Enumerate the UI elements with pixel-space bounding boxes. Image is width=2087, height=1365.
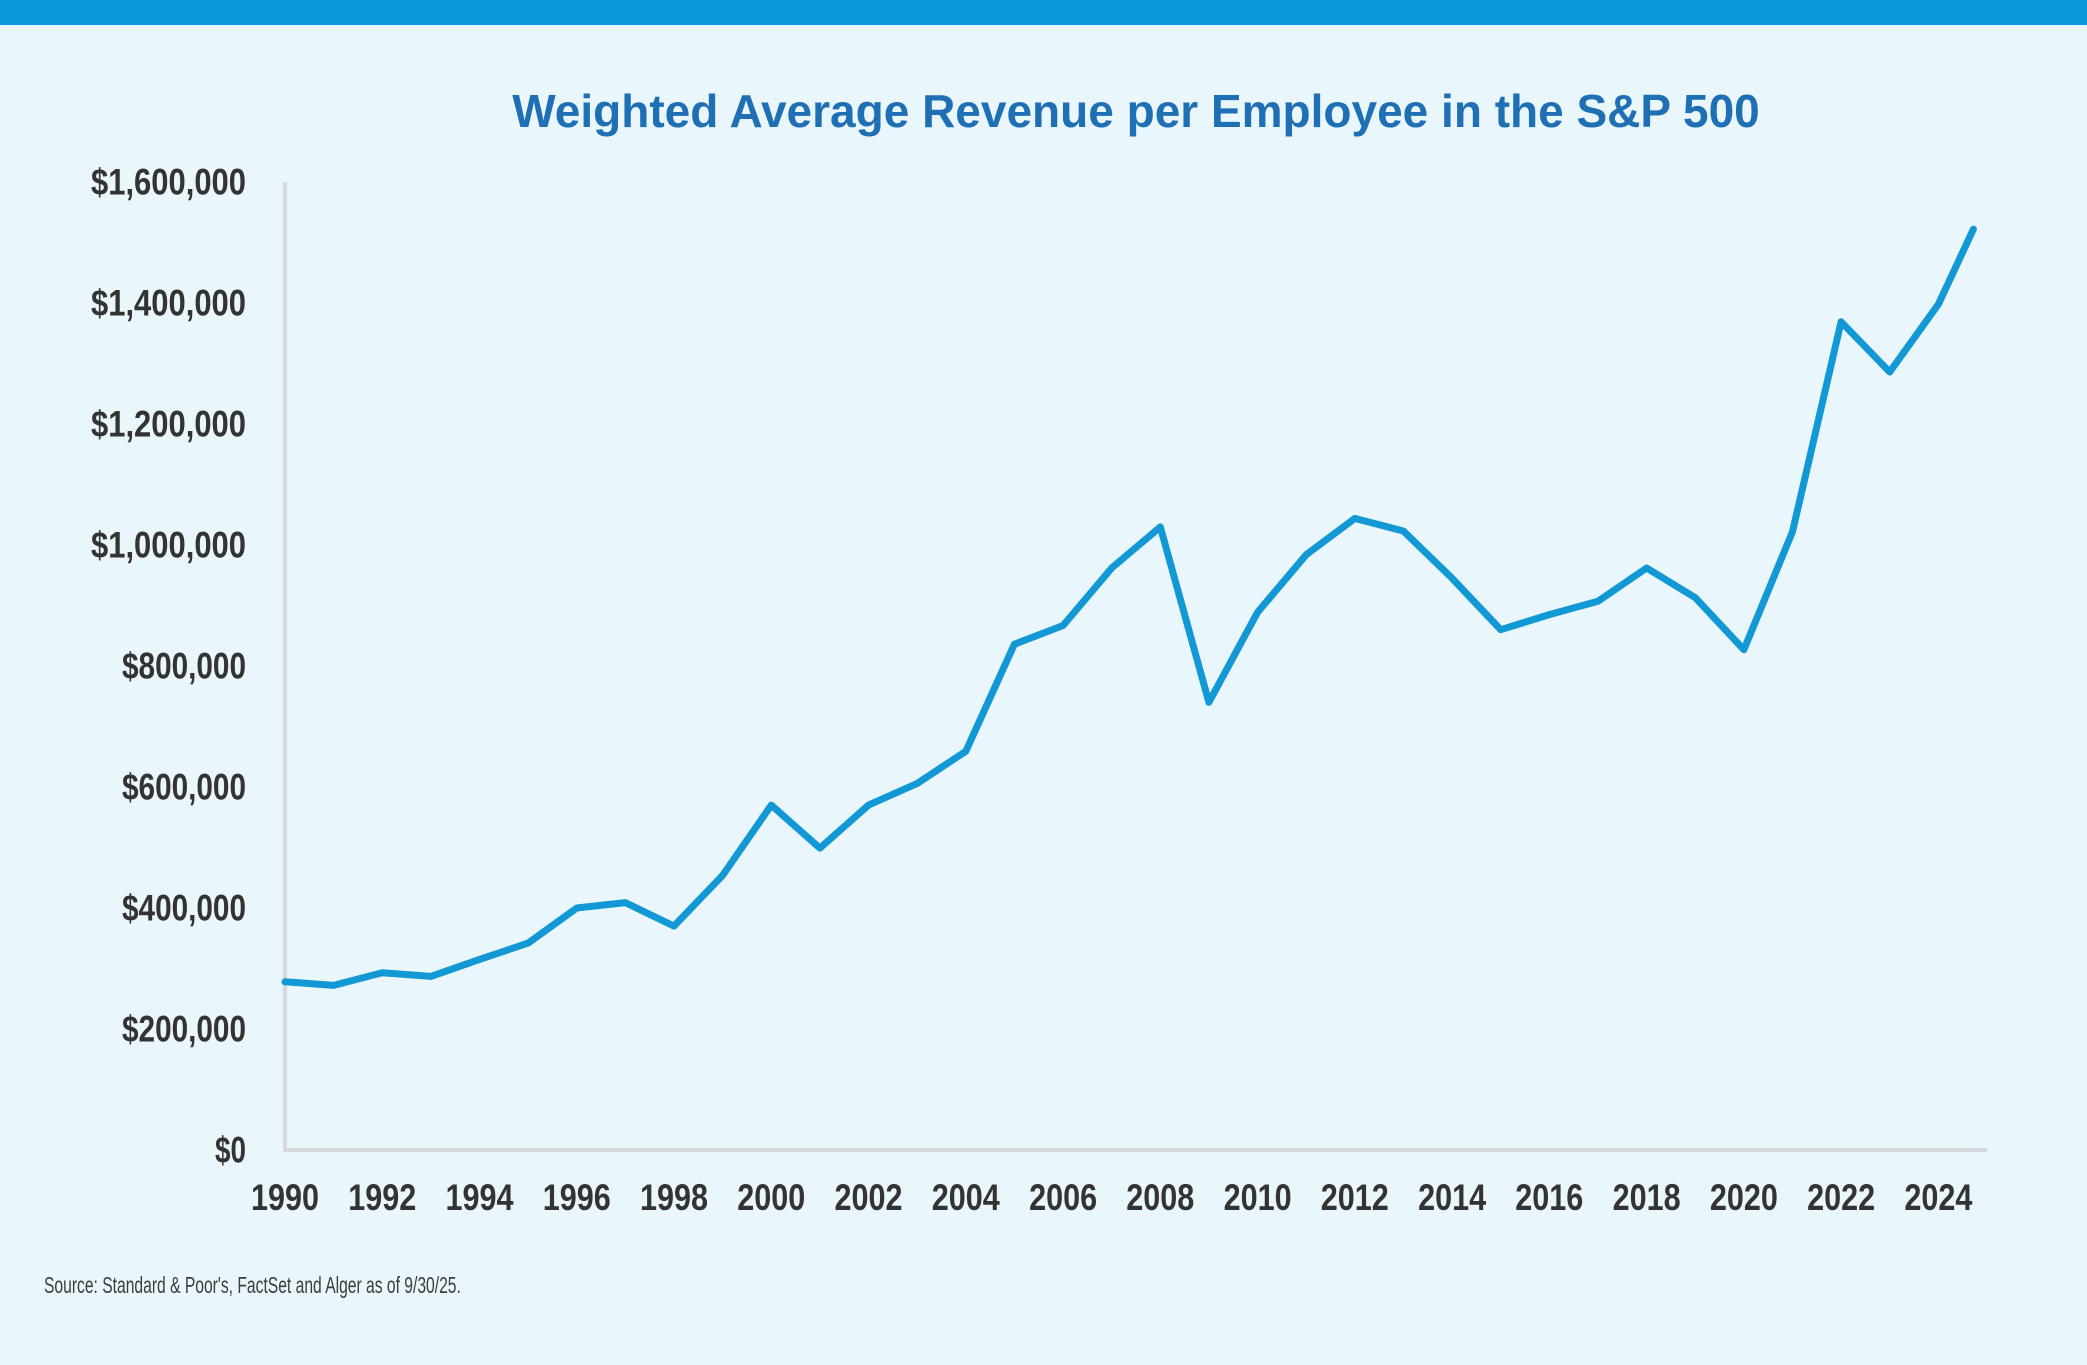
y-axis-tick-label: $400,000 bbox=[122, 888, 246, 929]
y-axis-tick-label: $800,000 bbox=[122, 646, 246, 687]
y-axis-tick-label: $600,000 bbox=[122, 767, 246, 808]
x-axis-tick-label: 2014 bbox=[1418, 1177, 1486, 1218]
chart-title: Weighted Average Revenue per Employee in… bbox=[512, 85, 1760, 137]
axis-lines bbox=[283, 182, 1987, 1152]
x-axis-tick-label: 2004 bbox=[932, 1177, 1000, 1218]
x-axis-tick-label: 1992 bbox=[348, 1177, 416, 1218]
x-axis-tick-label: 1990 bbox=[251, 1177, 319, 1218]
x-axis-tick-label: 2010 bbox=[1224, 1177, 1292, 1218]
x-axis-tick-label: 2006 bbox=[1029, 1177, 1097, 1218]
x-axis-tick-label: 1998 bbox=[640, 1177, 708, 1218]
x-axis-tick-label: 2012 bbox=[1321, 1177, 1389, 1218]
top-accent-bar bbox=[0, 0, 2087, 25]
x-axis-tick-label: 2022 bbox=[1807, 1177, 1875, 1218]
x-axis-tick-label: 2008 bbox=[1126, 1177, 1194, 1218]
y-axis-tick-label: $200,000 bbox=[122, 1009, 246, 1050]
chart-series bbox=[281, 225, 1977, 989]
y-axis-tick-label: $0 bbox=[215, 1130, 246, 1171]
y-axis-tick-label: $1,400,000 bbox=[91, 283, 246, 324]
source-note: Source: Standard & Poor's, FactSet and A… bbox=[44, 1272, 461, 1298]
chart-axes bbox=[283, 182, 1987, 1152]
x-axis-tick-label: 2016 bbox=[1515, 1177, 1583, 1218]
x-axis-tick-label: 1996 bbox=[543, 1177, 611, 1218]
x-axis-tick-label: 2024 bbox=[1904, 1177, 1972, 1218]
revenue-per-employee-line bbox=[281, 225, 1977, 989]
x-axis-tick-labels: 1990 1992 1994 1996 1998 2000 2002 2004 2006 2008… bbox=[251, 1177, 1973, 1218]
y-axis-tick-label: $1,000,000 bbox=[91, 525, 246, 566]
x-axis-tick-label: 2020 bbox=[1710, 1177, 1778, 1218]
x-axis-tick-label: 2000 bbox=[737, 1177, 805, 1218]
x-axis-tick-label: 1994 bbox=[446, 1177, 514, 1218]
y-axis-tick-label: $1,600,000 bbox=[91, 162, 246, 203]
x-axis-tick-label: 2002 bbox=[835, 1177, 903, 1218]
y-axis-tick-labels: $0 $200,000 $400,000 $600,000 $800,000 $1,000… bbox=[91, 162, 246, 1171]
y-axis-tick-label: $1,200,000 bbox=[91, 404, 246, 445]
x-axis-tick-label: 2018 bbox=[1613, 1177, 1681, 1218]
